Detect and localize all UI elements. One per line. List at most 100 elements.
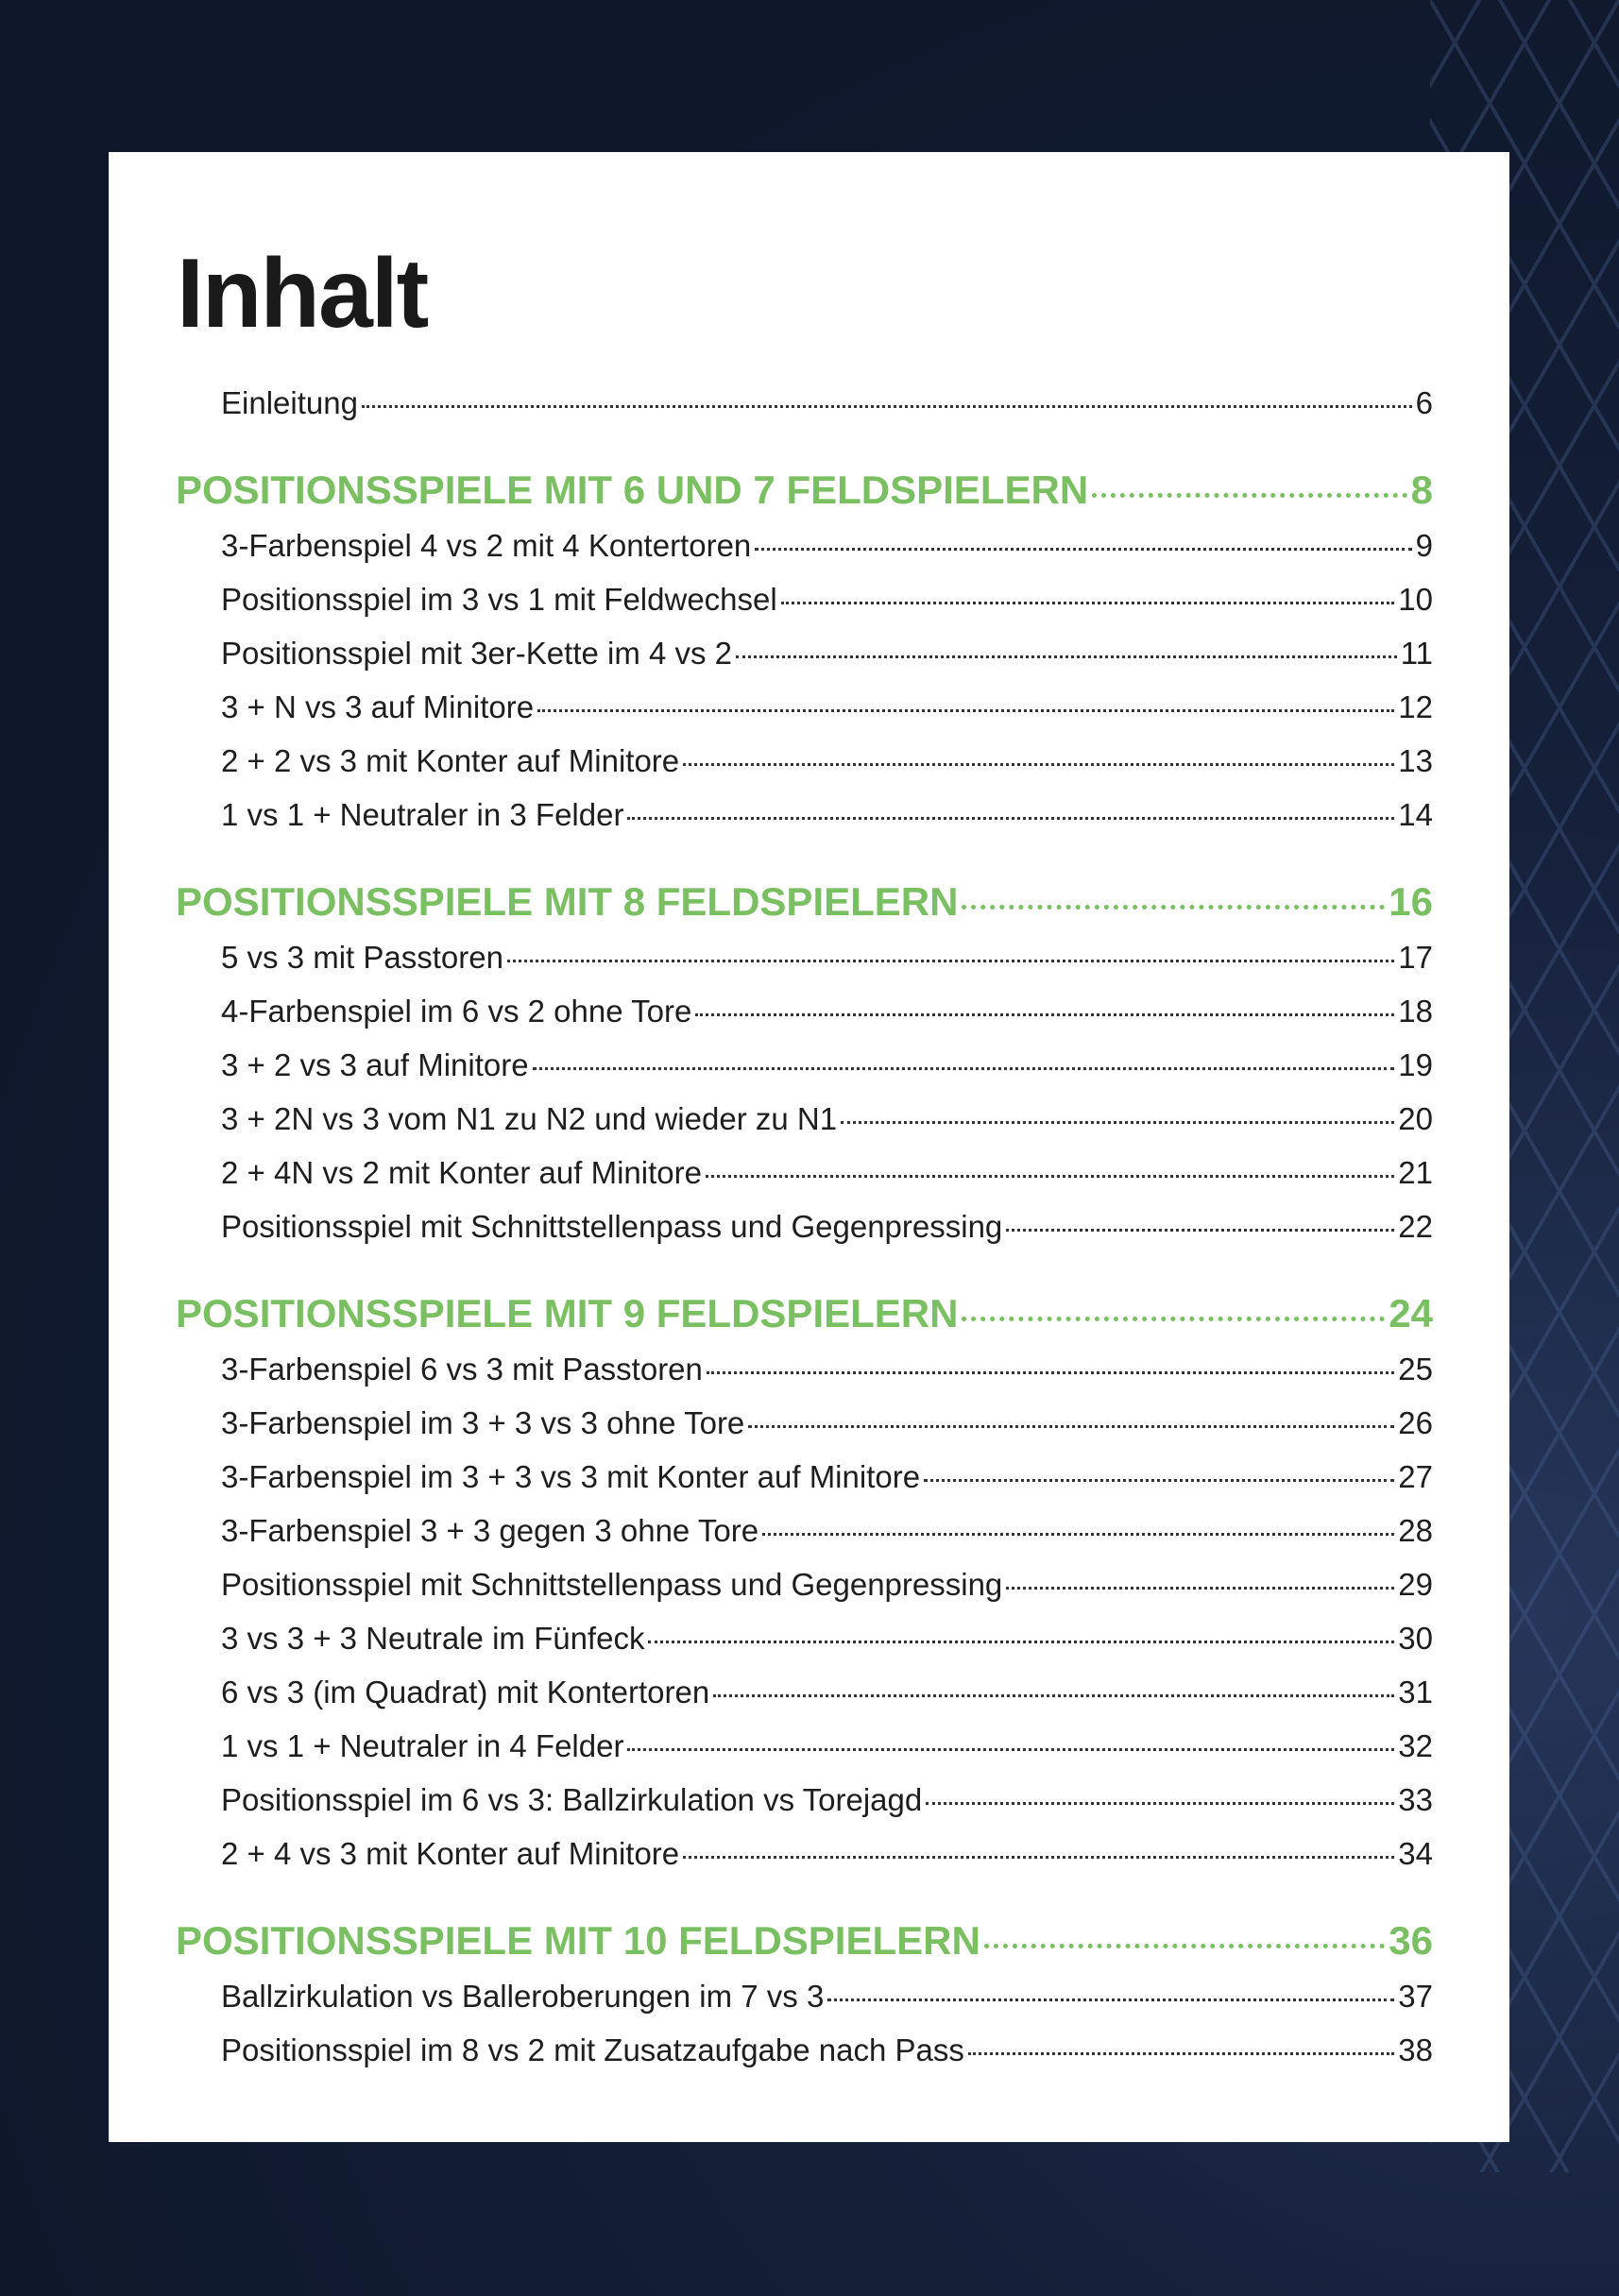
toc-entry[interactable]: 3-Farbenspiel 4 vs 2 mit 4 Kontertoren 9 [176,519,1433,572]
toc-entry[interactable]: 3 vs 3 + 3 Neutrale im Fünfeck 30 [176,1611,1433,1665]
dot-leader [683,1856,1395,1859]
toc-entry-label: 5 vs 3 mit Passtoren [221,940,503,975]
toc-entry[interactable]: 3-Farbenspiel im 3 + 3 vs 3 mit Konter a… [176,1450,1433,1504]
toc-entry-label: 3 + N vs 3 auf Minitore [221,689,535,724]
toc-entry-label: 2 + 4N vs 2 mit Konter auf Minitore [221,1155,702,1190]
dot-leader [926,1802,1395,1805]
toc-entry-page: 26 [1398,1405,1433,1440]
toc-entry-page: 8 [1410,468,1433,512]
dot-leader [762,1533,1395,1536]
toc-entry-label: 3-Farbenspiel 4 vs 2 mit 4 Kontertoren [221,528,752,563]
toc-entry-label: 1 vs 1 + Neutraler in 3 Felder [221,797,624,832]
toc-entry[interactable]: Positionsspiel mit Schnittstellenpass un… [176,1199,1433,1253]
toc-entry-label: Positionsspiel im 6 vs 3: Ballzirkulatio… [221,1782,923,1817]
toc-entry-label: Einleitung [221,385,358,420]
toc-entry[interactable]: 5 vs 3 mit Passtoren 17 [176,930,1433,984]
toc-entry-page: 27 [1398,1459,1433,1494]
toc-entry[interactable]: Positionsspiel im 3 vs 1 mit Feldwechsel… [176,572,1433,626]
toc-entry-label: Ballzirkulation vs Balleroberungen im 7 … [221,1979,825,2014]
dot-leader [695,1013,1395,1016]
toc-entry[interactable]: 3 + 2 vs 3 auf Minitore 19 [176,1038,1433,1092]
toc-entry-page: 6 [1415,385,1433,420]
toc-entry[interactable]: 3-Farbenspiel 3 + 3 gegen 3 ohne Tore 28 [176,1504,1433,1557]
dot-leader [506,960,1395,962]
toc-entry[interactable]: 3 + 2N vs 3 vom N1 zu N2 und wieder zu N… [176,1092,1433,1146]
toc-entry-label: 3 + 2N vs 3 vom N1 zu N2 und wieder zu N… [221,1101,838,1136]
toc-entry[interactable]: 3 + N vs 3 auf Minitore 12 [176,680,1433,734]
dot-leader [705,1175,1395,1178]
toc-entry[interactable]: Ballzirkulation vs Balleroberungen im 7 … [176,1969,1433,2023]
toc-section-heading[interactable]: POSITIONSSPIELE MIT 10 FELDSPIELERN 36 [176,1913,1433,1969]
toc-entry-page: 10 [1398,582,1433,617]
toc-entry-page: 9 [1415,528,1433,563]
toc-entry-label: 4-Farbenspiel im 6 vs 2 ohne Tore [221,994,692,1029]
toc-entry-page: 19 [1398,1047,1433,1082]
toc-entry-page: 16 [1389,879,1433,924]
dot-leader [1006,1587,1395,1590]
dot-leader [361,405,1412,408]
toc-entry-label: Positionsspiel im 3 vs 1 mit Feldwechsel [221,582,777,617]
toc-entry-page: 14 [1398,797,1433,832]
toc-page: Inhalt Einleitung 6 POSITIONSSPIELE MIT … [109,152,1509,2142]
toc-entry-page: 38 [1398,2032,1433,2067]
dot-leader [924,1479,1395,1482]
toc-section-heading[interactable]: POSITIONSSPIELE MIT 6 UND 7 FELDSPIELERN… [176,462,1433,519]
toc-entry-page: 34 [1398,1836,1433,1871]
dot-leader [827,1998,1395,2001]
toc-entry-label: 3-Farbenspiel im 3 + 3 vs 3 ohne Tore [221,1405,745,1440]
toc-entry-page: 18 [1398,994,1433,1029]
toc-entry-page: 12 [1398,689,1433,724]
toc-entry-page: 36 [1389,1918,1433,1963]
dot-leader [713,1694,1395,1697]
dot-leader [537,709,1395,712]
dot-leader [755,548,1412,551]
toc-entry-page: 17 [1398,940,1433,975]
toc-entry-intro[interactable]: Einleitung 6 [176,376,1433,430]
toc-entry[interactable]: 2 + 4 vs 3 mit Konter auf Minitore 34 [176,1827,1433,1880]
toc-entry[interactable]: 6 vs 3 (im Quadrat) mit Kontertoren 31 [176,1665,1433,1719]
toc-entry-page: 29 [1398,1567,1433,1602]
toc-entry-label: POSITIONSSPIELE MIT 10 FELDSPIELERN [176,1918,980,1963]
toc-entry-page: 21 [1398,1155,1433,1190]
toc-entry-label: Positionsspiel im 8 vs 2 mit Zusatzaufga… [221,2032,964,2067]
toc-section-heading[interactable]: POSITIONSSPIELE MIT 9 FELDSPIELERN 24 [176,1285,1433,1342]
toc-entry-label: 2 + 2 vs 3 mit Konter auf Minitore [221,743,680,778]
toc-entry[interactable]: 3-Farbenspiel 6 vs 3 mit Passtoren 25 [176,1342,1433,1396]
toc-entry[interactable]: Positionsspiel im 6 vs 3: Ballzirkulatio… [176,1773,1433,1827]
toc-entry[interactable]: 1 vs 1 + Neutraler in 3 Felder 14 [176,788,1433,842]
toc-entry[interactable]: Positionsspiel mit 3er-Kette im 4 vs 2 11 [176,626,1433,680]
dot-leader [627,817,1395,820]
dot-leader [1092,493,1407,498]
dot-leader [532,1067,1395,1070]
dot-leader [962,905,1386,910]
toc-entry-label: 3 + 2 vs 3 auf Minitore [221,1047,529,1082]
dot-leader [683,763,1395,766]
toc-entry-label: 2 + 4 vs 3 mit Konter auf Minitore [221,1836,680,1871]
dot-leader [627,1748,1395,1751]
dot-leader [962,1317,1386,1321]
toc-section-heading[interactable]: POSITIONSSPIELE MIT 8 FELDSPIELERN 16 [176,874,1433,930]
dot-leader [1006,1229,1395,1232]
toc-entry[interactable]: 1 vs 1 + Neutraler in 4 Felder 32 [176,1719,1433,1773]
toc-entry[interactable]: Positionsspiel im 8 vs 2 mit Zusatzaufga… [176,2023,1433,2077]
toc-entry-label: POSITIONSSPIELE MIT 9 FELDSPIELERN [176,1291,959,1335]
toc-entry-page: 20 [1398,1101,1433,1136]
toc-entry-page: 11 [1400,636,1433,671]
toc-entry-label: 6 vs 3 (im Quadrat) mit Kontertoren [221,1675,710,1709]
toc-entry-label: 3 vs 3 + 3 Neutrale im Fünfeck [221,1621,645,1656]
toc-entry-label: 3-Farbenspiel im 3 + 3 vs 3 mit Konter a… [221,1459,921,1494]
toc-entry[interactable]: 2 + 2 vs 3 mit Konter auf Minitore 13 [176,734,1433,788]
dot-leader [648,1641,1395,1643]
dot-leader [706,1371,1395,1374]
toc-entry-label: Positionsspiel mit 3er-Kette im 4 vs 2 [221,636,733,671]
toc-entry[interactable]: Positionsspiel mit Schnittstellenpass un… [176,1557,1433,1611]
dot-leader [748,1425,1395,1428]
toc-entry[interactable]: 2 + 4N vs 2 mit Konter auf Minitore 21 [176,1146,1433,1199]
dot-leader [841,1121,1395,1124]
toc-entry-page: 22 [1398,1209,1433,1244]
toc-entry[interactable]: 4-Farbenspiel im 6 vs 2 ohne Tore 18 [176,984,1433,1038]
toc-entry-label: Positionsspiel mit Schnittstellenpass un… [221,1209,1003,1244]
toc-entry[interactable]: 3-Farbenspiel im 3 + 3 vs 3 ohne Tore 26 [176,1396,1433,1450]
page-title: Inhalt [177,239,429,349]
dot-leader [983,1944,1386,1948]
